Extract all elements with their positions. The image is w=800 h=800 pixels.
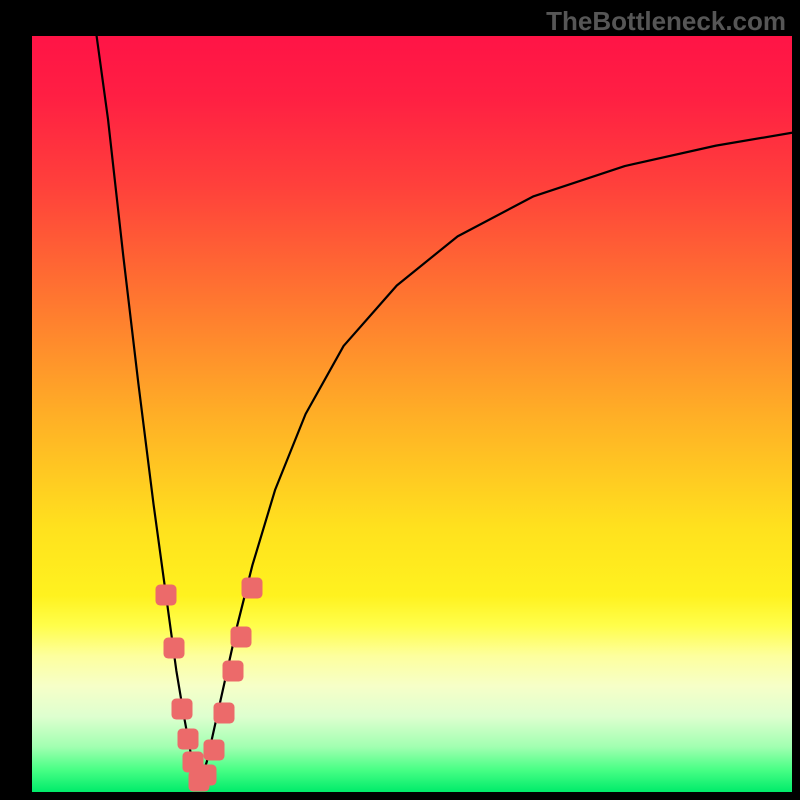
data-marker: [204, 740, 225, 761]
data-marker: [242, 577, 263, 598]
data-marker: [223, 661, 244, 682]
data-marker: [172, 698, 193, 719]
data-marker: [213, 702, 234, 723]
data-marker: [231, 627, 252, 648]
data-marker: [164, 638, 185, 659]
data-marker: [177, 729, 198, 750]
plot-area: [32, 36, 792, 792]
data-marker: [196, 765, 217, 786]
data-marker: [155, 585, 176, 606]
chart-frame: [0, 0, 800, 800]
watermark-text: TheBottleneck.com: [546, 6, 786, 37]
marker-layer: [32, 36, 792, 792]
